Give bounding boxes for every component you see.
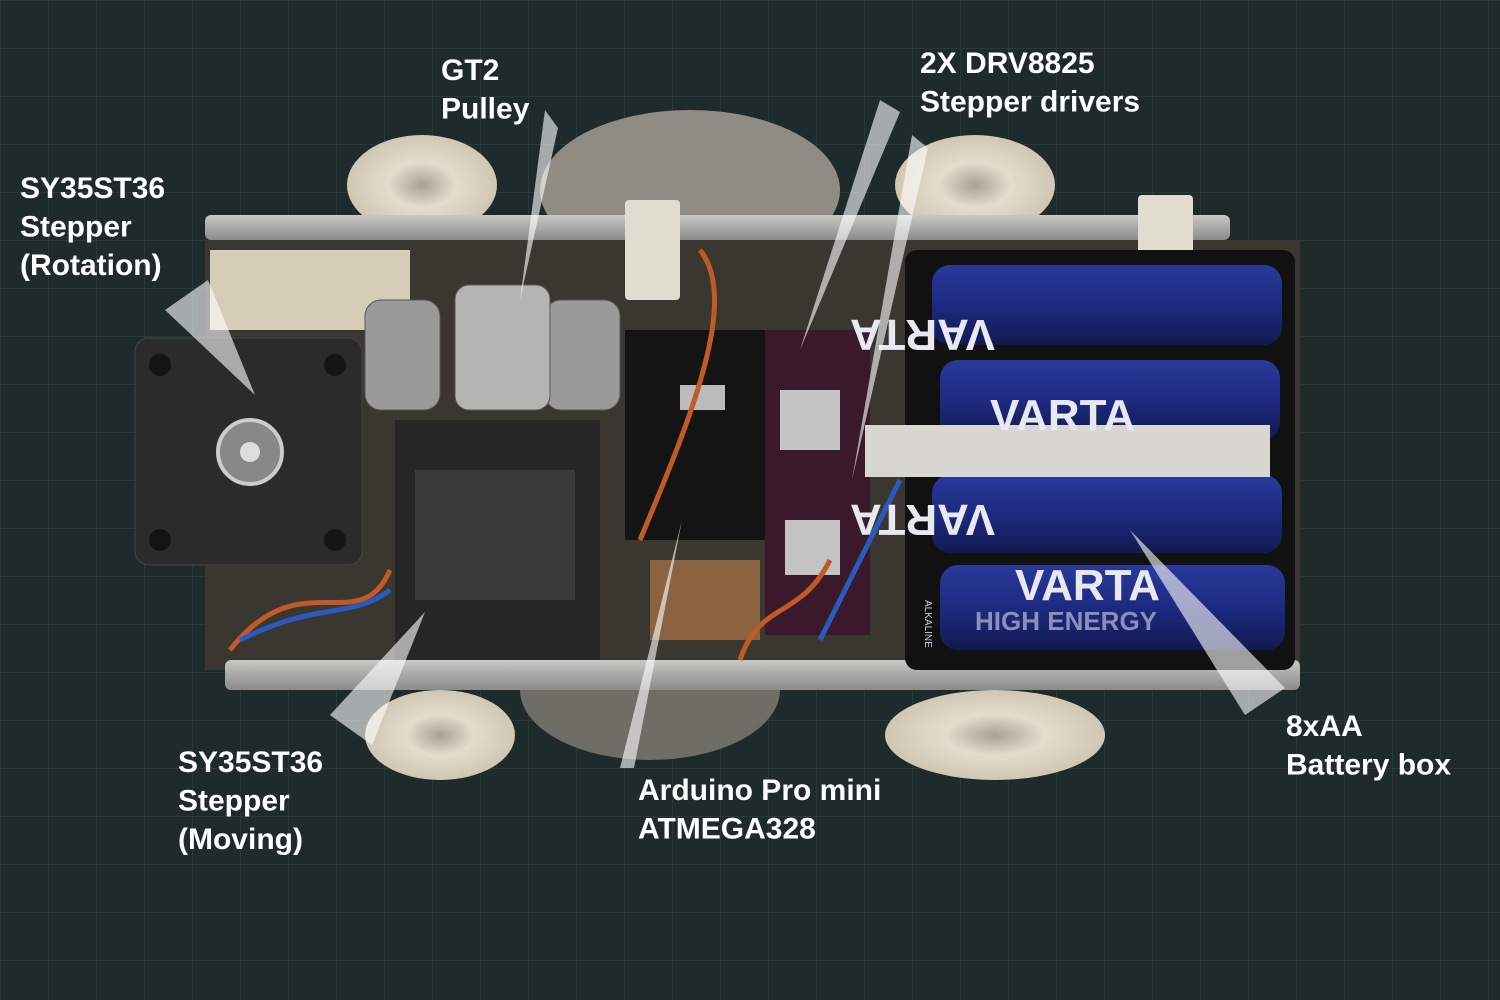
battery-brand: VARTA — [990, 391, 1135, 440]
annotation-label: 2X DRV8825 — [920, 47, 1095, 80]
clip — [625, 200, 680, 300]
strap — [865, 425, 1270, 477]
annotation-label: (Moving) — [178, 823, 303, 856]
annotation-label: Battery box — [1286, 749, 1451, 782]
arduino-board — [625, 330, 770, 540]
motor-body — [415, 470, 575, 600]
battery — [932, 265, 1282, 345]
annotations: GT2 Pulley 2X DRV8825 Stepper drivers SY35ST… — [20, 47, 1451, 856]
annotation-label: GT2 — [441, 54, 499, 87]
callout-arrow — [1130, 530, 1285, 715]
callout-arrow — [800, 100, 900, 350]
annotation-label: SY35ST36 — [178, 746, 323, 779]
screw — [149, 354, 171, 376]
annotation-label: SY35ST36 — [20, 172, 165, 205]
callout-arrow — [620, 520, 682, 768]
robot — [134, 110, 1300, 780]
screw — [324, 354, 346, 376]
annotation-label: (Rotation) — [20, 249, 162, 282]
driver-board — [765, 330, 870, 635]
battery-brand: VARTA — [1015, 561, 1160, 610]
annotation-label: Stepper — [20, 211, 132, 244]
annotation-label: Pulley — [441, 93, 530, 126]
annotation-label: Stepper drivers — [920, 86, 1140, 119]
battery-brand: VARTA — [850, 495, 995, 544]
annotation-label: Stepper — [178, 785, 290, 818]
screw — [324, 529, 346, 551]
wire — [228, 248, 833, 661]
heatsink — [785, 520, 840, 575]
pulley-wheel — [365, 690, 515, 780]
callout-arrow — [520, 110, 558, 300]
bearing — [544, 299, 621, 411]
battery-line: HIGH ENERGY — [975, 606, 1157, 636]
screw — [149, 529, 171, 551]
bearing — [364, 299, 441, 411]
annotation-label: 8xAA — [1286, 710, 1363, 743]
battery — [932, 475, 1282, 553]
motor-shaft — [240, 442, 260, 462]
pulley-wheel — [347, 135, 497, 235]
annotation-label: Arduino Pro mini — [638, 774, 881, 807]
protoboard — [650, 560, 760, 640]
wire — [238, 478, 903, 643]
crystal — [680, 385, 725, 410]
gt2-pulley — [454, 284, 551, 411]
callout-arrows — [165, 100, 1285, 768]
heatsink — [780, 390, 840, 450]
pulley-wheel — [885, 690, 1105, 780]
callout-arrow — [165, 280, 255, 395]
top-plate — [205, 215, 1230, 240]
battery — [940, 360, 1280, 440]
callout-arrow — [852, 135, 928, 480]
annotation-label: ATMEGA328 — [638, 813, 816, 846]
battery-brand: VARTA — [850, 310, 995, 359]
battery-kind: ALKALINE — [922, 600, 933, 648]
callout-arrow — [330, 612, 425, 745]
pulley-wheel — [895, 135, 1055, 235]
